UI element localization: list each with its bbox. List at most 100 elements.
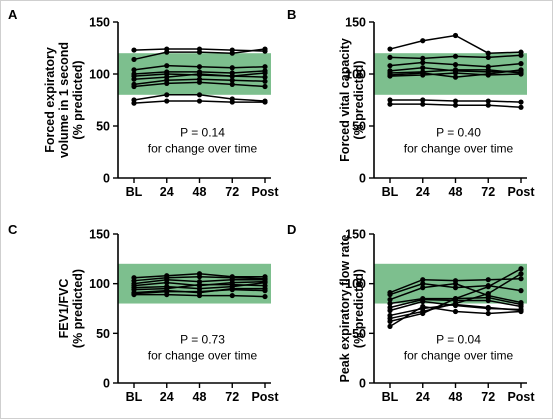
y-tick-label: 100 [89,68,110,82]
y-tick-label: 100 [345,277,366,291]
data-point [518,271,524,277]
y-tick-label: 150 [89,16,110,30]
data-point [420,101,426,107]
y-tick-label: 0 [359,377,366,391]
y-axis-label: Forced expiratoryvolume in 1 second(% pr… [43,42,85,158]
data-point [387,73,393,79]
data-point [518,276,524,282]
y-axis-label: Peak expiratory flow rate(% predicted) [338,234,366,382]
y-axis-label-line: (% predicted) [71,60,85,139]
data-point [196,71,203,77]
data-point [164,80,170,86]
y-tick-label: 50 [96,120,110,134]
data-point [485,310,491,317]
data-point [420,277,426,283]
x-tick-label: Post [507,390,535,404]
data-point [131,56,137,63]
data-point [452,70,459,76]
x-tick-label: 48 [449,390,463,404]
data-point [420,310,426,317]
y-tick-label: 0 [359,172,366,186]
x-tick-label: 48 [193,390,207,404]
data-point [262,64,268,70]
data-point [164,280,170,286]
normal-range-band [118,263,271,304]
y-axis-label-line: Forced vital capacity [338,38,352,162]
data-point [387,54,393,60]
data-point [485,291,491,297]
x-tick-label: 72 [481,185,495,199]
data-point [262,70,268,76]
data-point [196,49,203,55]
data-point [131,47,137,53]
data-point [229,292,235,299]
y-tick-label: 0 [103,377,110,391]
y-axis-label: Forced vital capacity(% predicted) [338,38,366,162]
y-tick-label: 150 [89,228,110,242]
data-point [518,288,524,294]
x-tick-label: 48 [449,185,463,199]
data-point [485,50,491,56]
data-point [518,266,524,272]
x-tick-label: 72 [481,390,495,404]
data-point [485,304,491,311]
y-tick-label: 100 [89,277,110,291]
panel-letter: C [8,222,18,237]
data-point [229,65,235,71]
panel-letter: B [287,7,296,22]
data-point [164,98,170,104]
data-point [164,49,170,55]
y-tick-label: 0 [103,172,110,186]
data-point [131,291,137,298]
y-tick-label: 50 [352,327,366,341]
data-point [420,65,426,71]
data-point [518,104,524,110]
data-point [420,303,426,310]
data-point [262,99,268,105]
y-tick-label: 50 [96,327,110,341]
data-point [131,76,137,82]
data-point [387,101,393,107]
data-point [387,291,393,298]
data-point [196,292,203,299]
data-point [196,282,203,288]
series-line [389,34,522,54]
data-point [452,285,459,291]
x-tick-label: BL [126,390,143,404]
y-tick-label: 100 [345,68,366,82]
y-axis-label-line: volume in 1 second [57,42,71,158]
data-point [485,284,491,290]
x-tick-label: Post [251,185,279,199]
annotation-line: P = 0.14 [180,125,225,139]
data-point [229,287,235,293]
panel-a: A Forced expiratoryvolume in 1 second(% p… [8,7,279,199]
annotation-line: for change over time [404,348,514,362]
data-point [262,288,268,294]
y-tick-label: 50 [352,120,366,134]
data-point [452,295,459,302]
data-point [387,63,393,69]
data-point [387,318,393,325]
data-point [420,59,426,66]
y-tick-label: 150 [345,228,366,242]
y-axis-label-line: Forced expiratory [43,47,57,153]
data-point [196,79,203,85]
data-point [262,78,268,84]
data-point [229,282,235,288]
data-point [452,98,459,104]
data-point [262,83,268,90]
data-point [131,100,137,106]
data-point [196,289,203,295]
data-point [452,102,459,108]
y-axis-label-line: (% predicted) [352,60,366,139]
data-point [420,97,426,103]
data-point [131,67,137,73]
data-point [164,291,170,298]
x-tick-label: 24 [160,185,174,199]
annotation-line: P = 0.73 [180,332,225,346]
x-tick-label: 72 [225,390,239,404]
data-point [518,99,524,105]
data-point [196,64,203,70]
